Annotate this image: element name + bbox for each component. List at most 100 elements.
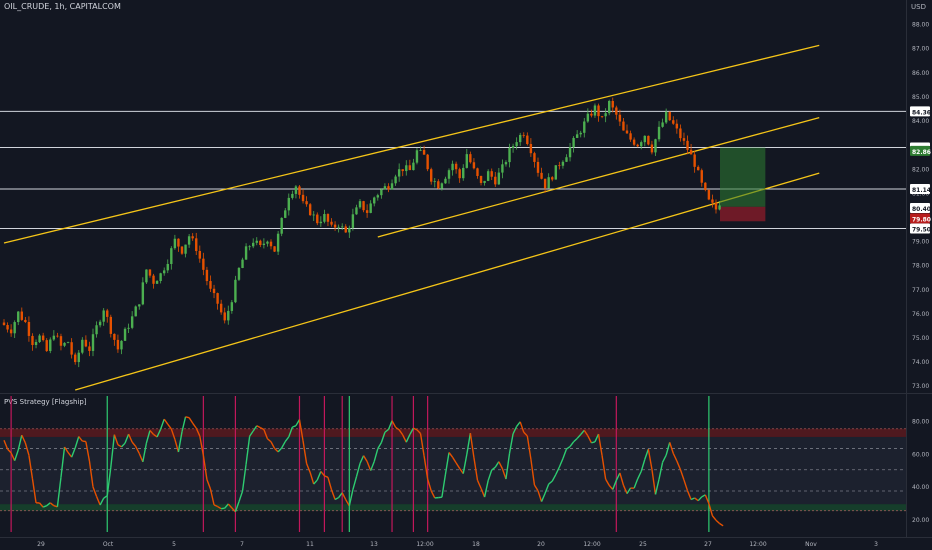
- candle-body: [138, 304, 141, 307]
- candle-body: [106, 310, 109, 317]
- oscillator-segment: [227, 503, 233, 509]
- oscillator-segment: [199, 435, 205, 456]
- price-tick-label: 75.00: [912, 335, 929, 342]
- currency-label: USD: [911, 3, 926, 11]
- oscillator-segment: [327, 477, 333, 490]
- oscillator-segment: [530, 458, 536, 486]
- candle-body: [52, 335, 56, 340]
- oscillator-segment: [612, 480, 617, 490]
- candle-body: [465, 154, 468, 168]
- oscillator-segment: [501, 468, 507, 480]
- oscillator-segment: [284, 436, 290, 442]
- oscillator-segment: [206, 479, 212, 490]
- candle-body: [447, 170, 451, 179]
- oscillator-segment: [149, 429, 155, 435]
- oscillator-segment: [234, 501, 240, 512]
- candle-body: [433, 181, 436, 183]
- candle-body: [373, 197, 376, 204]
- oscillator-segment: [402, 434, 407, 443]
- time-tick-label: 25: [639, 541, 647, 548]
- oscillator-segment: [231, 507, 236, 513]
- candle-body: [170, 248, 173, 264]
- channel-lines[interactable]: [3, 44, 820, 391]
- oscillator-segment: [252, 425, 258, 432]
- candle-body: [515, 142, 518, 147]
- symbol-title[interactable]: OIL_CRUDE, 1h, CAPITALCOM: [4, 2, 121, 11]
- candle-body: [241, 259, 244, 268]
- oscillator-segment: [405, 434, 411, 443]
- oscillator-segment: [238, 490, 244, 502]
- oscillator-segment: [473, 457, 479, 481]
- oscillator-segment: [661, 454, 667, 463]
- oscillator-segment: [562, 448, 568, 459]
- oscillator-segment: [480, 488, 486, 498]
- oscillator-segment: [505, 453, 511, 480]
- oscillator-segment: [498, 461, 504, 469]
- candle-body: [526, 135, 529, 144]
- oscillator-segment: [170, 428, 176, 440]
- time-tick-label: 27: [704, 541, 712, 548]
- oscillator-segment: [523, 431, 528, 437]
- candle-body: [276, 233, 280, 252]
- candle-body: [437, 181, 440, 189]
- candle-body: [383, 186, 387, 190]
- candle-body: [501, 164, 504, 173]
- oscillator-segment: [644, 448, 650, 460]
- candle-body: [312, 214, 315, 216]
- price-label-box: [910, 223, 930, 234]
- time-tick-label: 3: [874, 541, 878, 548]
- candle-body: [454, 163, 458, 170]
- candle-body: [205, 269, 209, 282]
- price-label-text: 80.40: [912, 206, 931, 213]
- oscillator-segment: [28, 455, 34, 479]
- time-tick-label: 12:00: [583, 541, 600, 548]
- oscillator-segment: [99, 497, 105, 506]
- oscillator-segment: [145, 430, 151, 444]
- oscillator-segment: [387, 420, 393, 430]
- oscillator-segment: [159, 418, 165, 430]
- oscillator-segment: [448, 452, 454, 458]
- candle-body: [604, 113, 607, 117]
- oscillator-segment: [21, 434, 26, 444]
- oscillator-segment: [70, 447, 76, 458]
- candle-body: [362, 201, 365, 211]
- oscillator-segment: [426, 478, 432, 492]
- candle-body: [647, 135, 650, 145]
- oscillator-segment: [224, 503, 229, 509]
- oscillator-segment: [39, 502, 44, 508]
- oscillator-segment: [373, 448, 379, 462]
- oscillator-segment: [67, 452, 73, 458]
- oscillator-segment: [672, 453, 678, 462]
- oscillator-segment: [370, 461, 375, 471]
- candle-body: [227, 310, 230, 321]
- oscillator-segment: [423, 455, 429, 480]
- oscillator-line: [3, 416, 724, 527]
- signal-lines: [10, 396, 710, 532]
- candle-body: [707, 190, 711, 200]
- oscillator-segment: [533, 484, 539, 492]
- price-tick-label: 79.00: [912, 239, 929, 246]
- oscillator-segment: [177, 431, 183, 453]
- position-box[interactable]: [720, 147, 766, 222]
- candle-body: [714, 202, 718, 210]
- candle-body: [682, 138, 686, 141]
- candle-body: [536, 161, 540, 173]
- oscillator-segment: [195, 427, 201, 437]
- time-tick-label: 7: [240, 541, 244, 548]
- candle-body: [664, 111, 668, 123]
- candle-body: [675, 123, 679, 129]
- oscillator-segment: [715, 519, 721, 525]
- price-tick-label: 77.00: [912, 287, 929, 294]
- oscillator-segment: [637, 471, 642, 480]
- oscillator-segment: [587, 435, 593, 444]
- candle-body: [219, 303, 223, 313]
- price-label-box: [910, 183, 930, 194]
- oscillator-segment: [60, 446, 66, 478]
- candle-body: [294, 186, 298, 194]
- candle-body: [255, 240, 258, 243]
- oscillator-segment: [494, 461, 500, 468]
- oscillator-segment: [156, 428, 162, 438]
- indicator-title[interactable]: PVS Strategy [Flagship]: [4, 398, 87, 406]
- oscillator-segment: [85, 441, 91, 462]
